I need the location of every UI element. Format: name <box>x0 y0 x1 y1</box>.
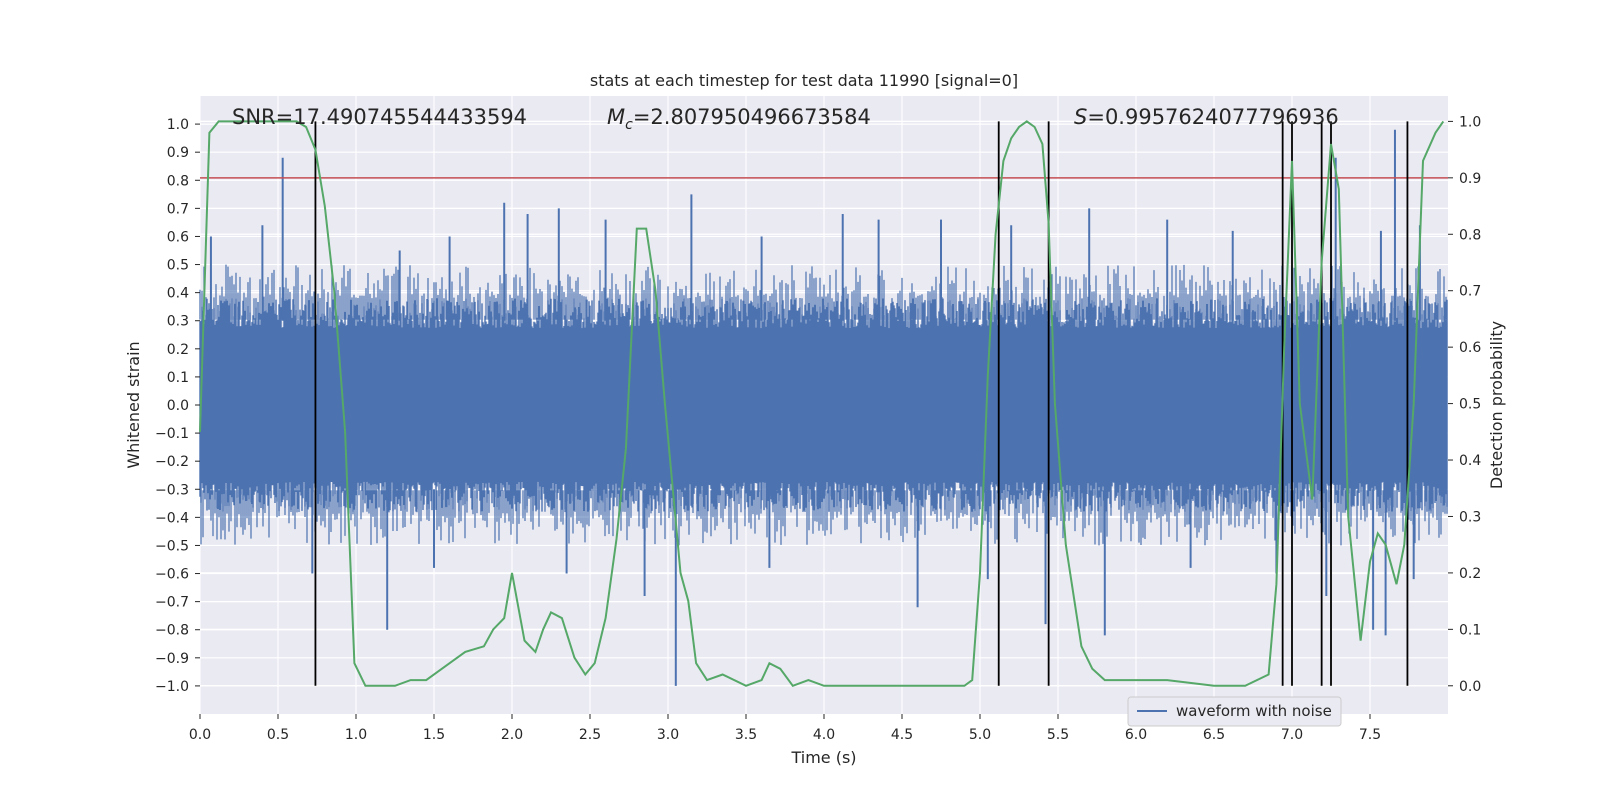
chirp-mass-value: =2.807950496673584 <box>633 105 871 129</box>
x-tick-label: 0.5 <box>267 727 289 743</box>
y-right-axis-ticks: 1.0 0.9 0.8 0.7 0.6 0.5 0.4 0.3 0.2 0.1 0.0 <box>1448 114 1481 695</box>
detection-stat-symbol: S <box>1074 105 1087 129</box>
y-right-tick-label: 1.0 <box>1459 114 1481 130</box>
x-tick-label: 2.5 <box>579 727 601 743</box>
y-left-tick-label: 0.7 <box>167 201 189 217</box>
y-right-tick-label: 0.5 <box>1459 397 1481 413</box>
legend-label: waveform with noise <box>1176 702 1332 720</box>
y-right-tick-label: 0.7 <box>1459 284 1481 300</box>
y-left-tick-label: 0.4 <box>167 286 189 302</box>
y-right-tick-label: 0.4 <box>1459 453 1481 469</box>
y-left-tick-label: −0.4 <box>155 510 189 526</box>
x-tick-label: 7.5 <box>1359 727 1381 743</box>
y-left-axis-ticks: 1.0 0.9 0.8 0.7 0.6 0.5 0.4 0.3 0.2 0.1 0.0 −0.1 −0.… <box>155 117 200 695</box>
x-tick-label: 3.0 <box>657 727 679 743</box>
y-right-tick-label: 0.6 <box>1459 340 1481 356</box>
chirp-mass-annotation: Mc=2.807950496673584 <box>607 105 871 133</box>
x-tick-label: 6.5 <box>1203 727 1225 743</box>
y-left-tick-label: −0.1 <box>155 426 189 442</box>
y-right-tick-label: 0.1 <box>1459 622 1481 638</box>
legend: waveform with noise <box>1127 696 1342 727</box>
y-left-tick-label: 0.1 <box>167 370 189 386</box>
detection-probability-line <box>199 120 1445 687</box>
y-left-axis-label: Whitened strain <box>124 341 143 468</box>
x-tick-label: 4.5 <box>891 727 913 743</box>
x-axis-ticks: 0.0 0.5 1.0 1.5 2.0 2.5 3.0 3.5 4.0 4.5 5.0 5.5 6.0 6… <box>189 714 1381 743</box>
x-tick-label: 0.0 <box>189 727 211 743</box>
x-tick-label: 3.5 <box>735 727 757 743</box>
y-left-tick-label: 0.6 <box>167 229 189 245</box>
x-tick-label: 5.5 <box>1047 727 1069 743</box>
x-axis-label: Time (s) <box>790 748 856 767</box>
legend-frame <box>1127 696 1342 727</box>
y-left-tick-label: −0.3 <box>155 482 189 498</box>
chirp-mass-subscript: c <box>625 117 633 133</box>
y-left-tick-label: −0.2 <box>155 454 189 470</box>
y-left-tick-label: −0.9 <box>155 651 189 667</box>
x-tick-label: 7.0 <box>1281 727 1303 743</box>
y-left-tick-label: −0.5 <box>155 538 189 554</box>
y-right-tick-label: 0.0 <box>1459 679 1481 695</box>
y-left-tick-label: −0.8 <box>155 623 189 639</box>
detection-stat-value: =0.9957624077796936 <box>1087 105 1338 129</box>
y-left-tick-label: 0.0 <box>167 398 189 414</box>
detection-stat-annotation: S=0.9957624077796936 <box>1074 105 1339 129</box>
y-left-tick-label: −0.6 <box>155 567 189 583</box>
y-left-tick-label: −1.0 <box>155 679 189 695</box>
y-right-tick-label: 0.3 <box>1459 509 1481 525</box>
y-left-tick-label: 0.8 <box>167 173 189 189</box>
chirp-mass-symbol: M <box>607 105 625 129</box>
y-left-tick-label: −0.7 <box>155 595 189 611</box>
y-right-tick-label: 0.9 <box>1459 171 1481 187</box>
y-left-tick-label: 0.5 <box>167 258 189 274</box>
chart-title: stats at each timestep for test data 119… <box>590 71 1018 90</box>
x-tick-label: 4.0 <box>813 727 835 743</box>
y-left-tick-label: 1.0 <box>167 117 189 133</box>
y-left-tick-label: 0.9 <box>167 145 189 161</box>
x-tick-label: 2.0 <box>501 727 523 743</box>
snr-annotation: SNR=17.490745544433594 <box>232 105 527 129</box>
y-right-tick-label: 0.2 <box>1459 566 1481 582</box>
x-tick-label: 5.0 <box>969 727 991 743</box>
x-tick-label: 1.0 <box>345 727 367 743</box>
noise-band <box>199 298 1448 512</box>
x-tick-label: 6.0 <box>1125 727 1147 743</box>
x-tick-label: 1.5 <box>423 727 445 743</box>
y-left-tick-label: 0.3 <box>167 314 189 330</box>
y-left-tick-label: 0.2 <box>167 342 189 358</box>
y-right-axis-label: Detection probability <box>1487 321 1506 489</box>
y-right-tick-label: 0.8 <box>1459 227 1481 243</box>
noise-spikes <box>199 264 1448 546</box>
